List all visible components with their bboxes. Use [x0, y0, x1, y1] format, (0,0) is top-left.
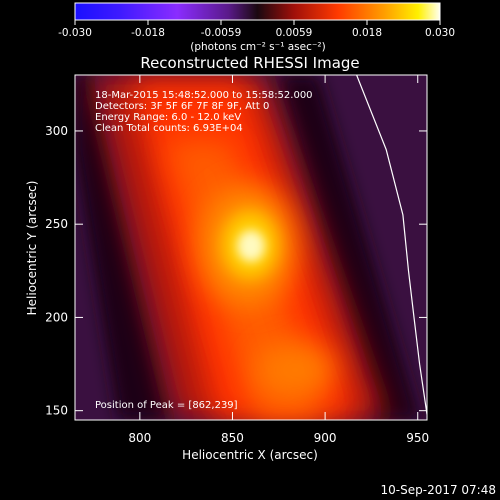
heatmap-image [75, 75, 427, 420]
x-axis-ticks: 800 850 900 950 [128, 75, 429, 445]
colorbar-ticks: -0.030 -0.018 -0.0059 0.0059 0.018 0.030 [58, 20, 455, 39]
y-axis-ticks: 150 200 250 300 [45, 124, 427, 418]
annotation-line: Clean Total counts: 6.93E+04 [95, 123, 243, 134]
annotation-peak-position: Position of Peak = [862,239] [95, 400, 238, 411]
colorbar-gradient [74, 2, 441, 21]
annotations: 18-Mar-2015 15:48:52.000 to 15:58:52.000… [95, 90, 313, 411]
annotation-line: 18-Mar-2015 15:48:52.000 to 15:58:52.000 [95, 90, 313, 101]
y-tick-label: 150 [45, 404, 68, 418]
y-tick-label: 200 [45, 310, 68, 324]
colorbar: -0.030 -0.018 -0.0059 0.0059 0.018 0.030 (pho… [58, 2, 455, 53]
colorbar-unit-label: (photons cm⁻² s⁻¹ asec⁻²) [190, 41, 325, 53]
x-tick-label: 800 [128, 431, 151, 445]
x-tick-label: 850 [221, 431, 244, 445]
x-tick-label: 900 [314, 431, 337, 445]
colorbar-tick-label: -0.030 [58, 27, 92, 39]
x-tick-label: 950 [406, 431, 429, 445]
y-tick-label: 250 [45, 217, 68, 231]
colorbar-tick-label: 0.0059 [276, 27, 313, 39]
footer-timestamp: 10-Sep-2017 07:48 [381, 483, 496, 497]
colorbar-tick-label: 0.030 [425, 27, 455, 39]
colorbar-tick-label: 0.018 [352, 27, 382, 39]
y-tick-label: 300 [45, 124, 68, 138]
colorbar-tick-label: -0.0059 [201, 27, 242, 39]
plot-frame [74, 74, 428, 421]
colorbar-tick-label: -0.018 [131, 27, 165, 39]
chart-title: Reconstructed RHESSI Image [140, 54, 359, 72]
annotation-line: Detectors: 3F 5F 6F 7F 8F 9F, Att 0 [95, 101, 269, 112]
y-axis-label: Heliocentric Y (arcsec) [25, 181, 39, 316]
x-axis-label: Heliocentric X (arcsec) [182, 448, 318, 462]
annotation-line: Energy Range: 6.0 - 12.0 keV [95, 112, 241, 123]
solar-limb-curve [356, 75, 427, 415]
